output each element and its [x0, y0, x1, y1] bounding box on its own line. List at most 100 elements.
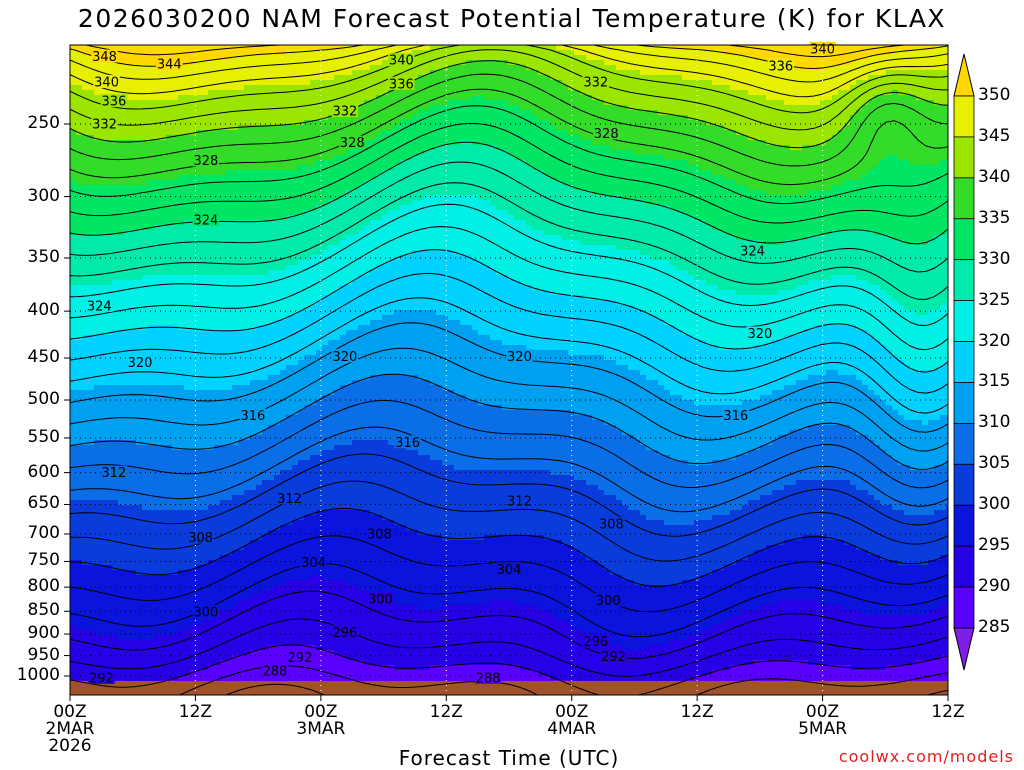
contour-label: 340	[389, 54, 414, 69]
contour-label: 320	[747, 327, 772, 342]
y-tick-label: 650	[0, 493, 60, 513]
contour-label: 292	[601, 650, 626, 665]
contour-label: 332	[332, 105, 357, 120]
contour-label: 308	[367, 527, 392, 542]
y-tick-label: 450	[0, 347, 60, 367]
contour-label: 312	[277, 492, 302, 507]
colorbar-segment	[954, 464, 974, 505]
colorbar-segment	[954, 342, 974, 383]
x-tick-label-line: 4MAR	[532, 721, 612, 738]
colorbar-tick-label: 320	[978, 331, 1010, 351]
y-tick-label: 900	[0, 623, 60, 643]
colorbar-segment	[954, 219, 974, 260]
contour-label: 324	[193, 213, 218, 228]
contour-label: 304	[497, 563, 522, 578]
y-tick-label: 400	[0, 300, 60, 320]
colorbar-tick-label: 305	[978, 453, 1010, 473]
x-tick-label: 12Z	[657, 704, 737, 721]
x-tick-label-line: 12Z	[657, 704, 737, 721]
contour-label: 308	[599, 518, 624, 533]
colorbar-tick-label: 285	[978, 617, 1010, 637]
contour-label: 324	[740, 245, 765, 260]
y-tick-label: 350	[0, 247, 60, 267]
contour-label: 316	[395, 436, 420, 451]
contour-label: 300	[596, 594, 621, 609]
y-tick-label: 500	[0, 389, 60, 409]
colorbar	[954, 54, 974, 670]
contour-label: 336	[768, 59, 793, 74]
x-tick-label-line: 12Z	[155, 704, 235, 721]
contour-label: 332	[92, 118, 117, 133]
colorbar-tick-label: 340	[978, 167, 1010, 187]
y-tick-label: 800	[0, 576, 60, 596]
colorbar-tick-label: 300	[978, 494, 1010, 514]
contour-label: 300	[193, 605, 218, 620]
contour-label: 312	[507, 494, 532, 509]
colorbar-tick-label: 315	[978, 371, 1010, 391]
colorbar-segment	[954, 505, 974, 546]
colorbar-min-triangle	[954, 628, 974, 670]
contour-label: 336	[101, 95, 126, 110]
contour-label: 316	[241, 409, 266, 424]
x-tick-label-line: 12Z	[908, 704, 988, 721]
contour-label: 320	[507, 350, 532, 365]
contour-label: 320	[128, 356, 153, 371]
colorbar-segment	[954, 423, 974, 464]
colorbar-tick-label: 290	[978, 576, 1010, 596]
contour-label: 320	[332, 350, 357, 365]
y-tick-label: 850	[0, 600, 60, 620]
y-tick-label: 600	[0, 462, 60, 482]
contour-label: 340	[94, 76, 119, 91]
contour-label: 324	[87, 300, 112, 315]
contour-label: 328	[193, 154, 218, 169]
colorbar-segment	[954, 587, 974, 628]
colorbar-segment	[954, 301, 974, 342]
contour-label: 288	[262, 665, 287, 680]
colorbar-tick-label: 325	[978, 290, 1010, 310]
contour-label: 316	[723, 409, 748, 424]
contour-label: 296	[332, 626, 357, 641]
contour-fill-layer	[70, 45, 953, 696]
colorbar-tick-label: 350	[978, 85, 1010, 105]
contour-label: 300	[368, 592, 393, 607]
colorbar-segment	[954, 260, 974, 301]
colorbar-tick-label: 295	[978, 535, 1010, 555]
contour-label: 344	[157, 57, 182, 72]
colorbar-tick-label: 335	[978, 208, 1010, 228]
x-tick-label-line: 3MAR	[281, 721, 361, 738]
colorbar-tick-label: 345	[978, 126, 1010, 146]
colorbar-segment	[954, 382, 974, 423]
contour-label: 336	[389, 77, 414, 92]
contour-label: 296	[583, 635, 608, 650]
colorbar-max-triangle	[954, 54, 974, 96]
contour-label: 304	[301, 556, 326, 571]
colorbar-segment	[954, 546, 974, 587]
contour-label: 332	[583, 76, 608, 91]
contour-label: 308	[188, 531, 213, 546]
y-tick-label: 1000	[0, 665, 60, 685]
contour-label: 328	[340, 136, 365, 151]
x-tick-label-line: 5MAR	[783, 721, 863, 738]
contour-label: 292	[288, 651, 313, 666]
contour-label: 292	[89, 671, 114, 686]
x-tick-label: 12Z	[908, 704, 988, 721]
colorbar-tick-label: 330	[978, 249, 1010, 269]
colorbar-tick-label: 310	[978, 412, 1010, 432]
x-tick-label: 12Z	[406, 704, 486, 721]
y-tick-label: 250	[0, 113, 60, 133]
colorbar-segment	[954, 96, 974, 137]
y-tick-label: 950	[0, 645, 60, 665]
y-tick-label: 700	[0, 523, 60, 543]
credit-link[interactable]: coolwx.com/models	[839, 747, 1014, 766]
contour-label: 348	[92, 50, 117, 65]
contour-label: 328	[594, 127, 619, 142]
colorbar-segment	[954, 137, 974, 178]
y-tick-label: 750	[0, 550, 60, 570]
contour-label: 312	[101, 466, 126, 481]
y-tick-label: 550	[0, 427, 60, 447]
y-tick-label: 300	[0, 186, 60, 206]
